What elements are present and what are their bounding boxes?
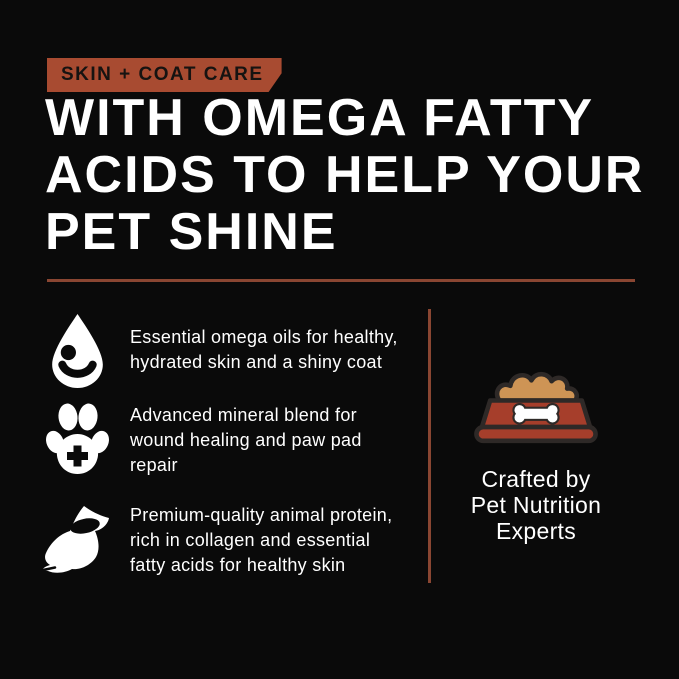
feature-text-line: wound healing and paw pad [130, 429, 362, 450]
feature-text-line: fatty acids for healthy skin [130, 554, 346, 575]
horizontal-divider [47, 279, 635, 282]
headline: WITH OMEGA FATTY ACIDS TO HELP YOUR PET … [45, 90, 644, 261]
crafted-by-line: Experts [495, 518, 577, 544]
feature-omega-oils-text: Essential omega oils for healthy, hydrat… [130, 325, 398, 375]
crafted-by-line: Pet Nutrition [470, 492, 602, 518]
water-drop-icon [38, 312, 116, 389]
category-badge-label: SKIN + COAT CARE [61, 64, 264, 85]
feature-text-line: repair [130, 454, 178, 475]
feature-text-line: hydrated skin and a shiny coat [130, 352, 383, 372]
crafted-by-text: Crafted by Pet Nutrition Experts [446, 466, 626, 544]
vertical-divider [428, 309, 431, 583]
headline-line-1: WITH OMEGA FATTY [45, 89, 595, 147]
fish-icon [38, 504, 116, 576]
bone-glyph [512, 403, 560, 425]
headline-line-3: PET SHINE [45, 203, 338, 261]
feature-animal-protein-text: Premium-quality animal protein, rich in … [130, 503, 392, 578]
feature-mineral-blend: Advanced mineral blend for wound healing… [38, 398, 362, 482]
feature-text-line: Premium-quality animal protein, [130, 504, 393, 525]
feature-animal-protein: Premium-quality animal protein, rich in … [38, 498, 392, 582]
feature-omega-oils: Essential omega oils for healthy, hydrat… [38, 308, 398, 392]
feature-text-line: Essential omega oils for healthy, [130, 327, 398, 347]
category-badge: SKIN + COAT CARE [47, 58, 282, 92]
crafted-by-block: Crafted by Pet Nutrition Experts [446, 362, 626, 544]
paw-medical-cross-icon [38, 401, 116, 479]
headline-line-2: ACIDS TO HELP YOUR [45, 146, 645, 204]
crafted-by-line: Crafted by [481, 466, 591, 492]
feature-text-line: rich in collagen and essential [130, 529, 371, 550]
dog-food-bowl-icon [446, 362, 626, 450]
feature-text-line: Advanced mineral blend for [130, 404, 357, 425]
feature-mineral-blend-text: Advanced mineral blend for wound healing… [130, 403, 362, 478]
